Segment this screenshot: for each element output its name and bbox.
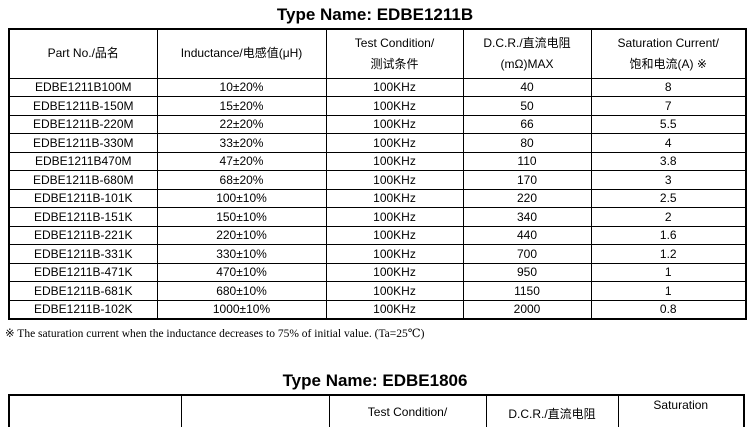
cell-dcr: 170 — [462, 170, 592, 190]
table-body: EDBE1211B100M 10±20% 100KHz 40 8 EDBE121… — [8, 77, 747, 319]
cell-part: EDBE1211B-471K — [8, 262, 158, 282]
header-row: Part No./品名 Inductance/电感值(μH) Test Cond… — [8, 28, 747, 79]
cell-inductance: 47±20% — [156, 151, 327, 171]
table-header: Part No./品名 Inductance/电感值(μH) Test Cond… — [8, 28, 747, 79]
cell-dcr: 80 — [462, 133, 592, 153]
cell-test: 100KHz — [325, 77, 464, 97]
cell-inductance: 330±10% — [156, 244, 327, 264]
cell-test: 100KHz — [325, 133, 464, 153]
cell-inductance: 680±10% — [156, 281, 327, 301]
cell-part: EDBE1211B-220M — [8, 114, 158, 134]
cell-test: 100KHz — [325, 262, 464, 282]
cell-dcr: 2000 — [462, 299, 592, 319]
cell-dcr: 40 — [462, 77, 592, 97]
table-row: EDBE1211B-221K 220±10% 100KHz 440 1.6 — [8, 225, 747, 245]
header-row: Test Condition/ D.C.R./直流电阻 Saturation — [8, 394, 745, 427]
cell-test: 100KHz — [325, 225, 464, 245]
cell-sat: 7 — [590, 96, 747, 116]
cell-part: EDBE1211B470M — [8, 151, 158, 171]
cell-sat: 2 — [590, 207, 747, 227]
table-row: EDBE1211B-331K 330±10% 100KHz 700 1.2 — [8, 244, 747, 264]
table-row: EDBE1211B-101K 100±10% 100KHz 220 2.5 — [8, 188, 747, 208]
header-dcr: D.C.R./直流电阻 — [485, 394, 619, 427]
table-row: EDBE1211B-150M 15±20% 100KHz 50 7 — [8, 96, 747, 116]
table-row: EDBE1211B-102K 1000±10% 100KHz 2000 0.8 — [8, 299, 747, 319]
cell-dcr: 50 — [462, 96, 592, 116]
header-part-no: Part No./品名 — [8, 28, 158, 79]
cell-dcr: 66 — [462, 114, 592, 134]
cell-inductance: 22±20% — [156, 114, 327, 134]
section2-title: Type Name: EDBE1806 — [282, 370, 468, 390]
cell-dcr: 950 — [462, 262, 592, 282]
cell-part: EDBE1211B-101K — [8, 188, 158, 208]
cell-test: 100KHz — [325, 151, 464, 171]
saturation-footnote: ※ The saturation current when the induct… — [5, 327, 425, 340]
cell-part: EDBE1211B-221K — [8, 225, 158, 245]
header-test-condition: Test Condition/ — [328, 394, 487, 427]
header-part-no — [8, 394, 182, 427]
section1-title: Type Name: EDBE1211B — [276, 5, 474, 24]
cell-sat: 1.6 — [590, 225, 747, 245]
cell-inductance: 33±20% — [156, 133, 327, 153]
cell-dcr: 1150 — [462, 281, 592, 301]
header-inductance: Inductance/电感值(μH) — [156, 28, 327, 79]
cell-test: 100KHz — [325, 299, 464, 319]
cell-part: EDBE1211B-151K — [8, 207, 158, 227]
cell-part: EDBE1211B-331K — [8, 244, 158, 264]
cell-sat: 1.2 — [590, 244, 747, 264]
cell-sat: 8 — [590, 77, 747, 97]
cell-dcr: 440 — [462, 225, 592, 245]
spec-table-edbe1211b: Part No./品名 Inductance/电感值(μH) Test Cond… — [8, 28, 747, 320]
cell-sat: 0.8 — [590, 299, 747, 319]
cell-dcr: 700 — [462, 244, 592, 264]
cell-dcr: 340 — [462, 207, 592, 227]
cell-inductance: 150±10% — [156, 207, 327, 227]
header-saturation-current: Saturation — [617, 394, 745, 427]
cell-sat: 2.5 — [590, 188, 747, 208]
table-header: Test Condition/ D.C.R./直流电阻 Saturation — [8, 394, 745, 427]
cell-dcr: 110 — [462, 151, 592, 171]
spec-table-edbe1806: Test Condition/ D.C.R./直流电阻 Saturation — [8, 393, 745, 427]
cell-sat: 1 — [590, 281, 747, 301]
cell-test: 100KHz — [325, 281, 464, 301]
cell-part: EDBE1211B-680M — [8, 170, 158, 190]
cell-dcr: 220 — [462, 188, 592, 208]
cell-inductance: 470±10% — [156, 262, 327, 282]
cell-inductance: 100±10% — [156, 188, 327, 208]
header-dcr: D.C.R./直流电阻 (mΩ)MAX — [462, 28, 592, 79]
table-row: EDBE1211B-330M 33±20% 100KHz 80 4 — [8, 133, 747, 153]
cell-inductance: 10±20% — [156, 77, 327, 97]
cell-test: 100KHz — [325, 96, 464, 116]
table-row: EDBE1211B-471K 470±10% 100KHz 950 1 — [8, 262, 747, 282]
cell-inductance: 220±10% — [156, 225, 327, 245]
cell-part: EDBE1211B-330M — [8, 133, 158, 153]
cell-sat: 4 — [590, 133, 747, 153]
header-saturation-current: Saturation Current/饱和电流(A) ※ — [590, 28, 747, 79]
header-inductance — [180, 394, 330, 427]
header-test-condition: Test Condition/测试条件 — [325, 28, 464, 79]
cell-test: 100KHz — [325, 207, 464, 227]
cell-test: 100KHz — [325, 114, 464, 134]
cell-inductance: 15±20% — [156, 96, 327, 116]
cell-test: 100KHz — [325, 188, 464, 208]
cell-sat: 3 — [590, 170, 747, 190]
cell-test: 100KHz — [325, 170, 464, 190]
cell-sat: 1 — [590, 262, 747, 282]
cell-sat: 5.5 — [590, 114, 747, 134]
table-row: EDBE1211B-220M 22±20% 100KHz 66 5.5 — [8, 114, 747, 134]
table-row: EDBE1211B-681K 680±10% 100KHz 1150 1 — [8, 281, 747, 301]
cell-part: EDBE1211B-681K — [8, 281, 158, 301]
cell-part: EDBE1211B-102K — [8, 299, 158, 319]
table-row: EDBE1211B470M 47±20% 100KHz 110 3.8 — [8, 151, 747, 171]
cell-inductance: 68±20% — [156, 170, 327, 190]
table-row: EDBE1211B-680M 68±20% 100KHz 170 3 — [8, 170, 747, 190]
cell-part: EDBE1211B100M — [8, 77, 158, 97]
table-row: EDBE1211B-151K 150±10% 100KHz 340 2 — [8, 207, 747, 227]
cell-test: 100KHz — [325, 244, 464, 264]
cell-part: EDBE1211B-150M — [8, 96, 158, 116]
cell-inductance: 1000±10% — [156, 299, 327, 319]
cell-sat: 3.8 — [590, 151, 747, 171]
table-row: EDBE1211B100M 10±20% 100KHz 40 8 — [8, 77, 747, 97]
